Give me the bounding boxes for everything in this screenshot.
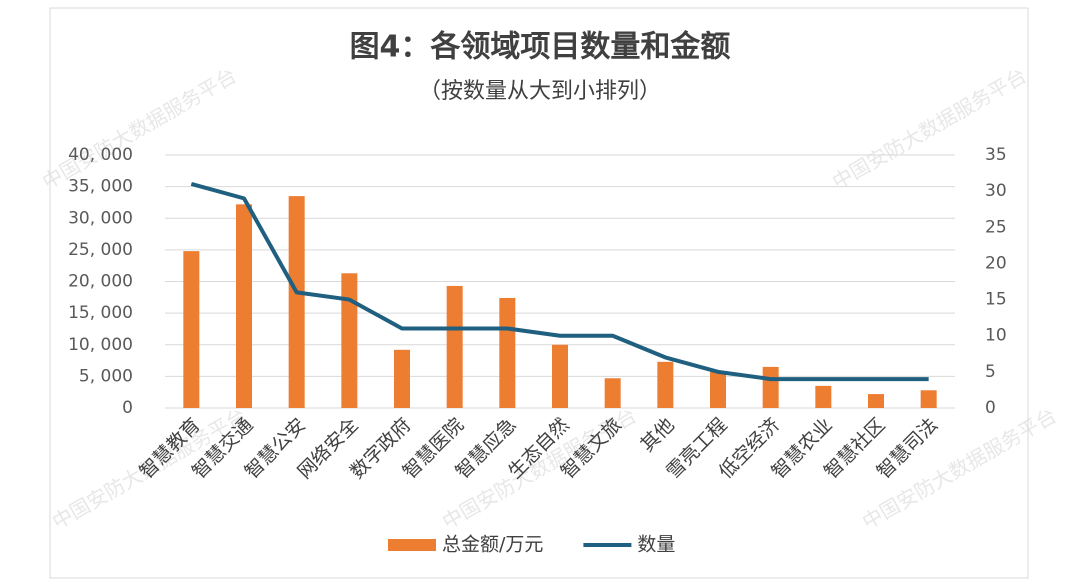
y2-tick-label: 25 [985,217,1007,237]
y2-tick-label: 35 [985,145,1007,165]
y-tick-label: 25, 000 [68,240,133,260]
bar [604,378,621,408]
y-tick-label: 0 [122,398,133,418]
bar [762,366,779,408]
y-tick-label: 30, 000 [68,208,133,228]
bar [815,385,832,408]
legend-swatch [388,539,436,551]
y-tick-label: 5, 000 [79,366,133,386]
chart-title: 图4：各领域项目数量和金额 [350,30,731,65]
bar [710,371,726,408]
y-tick-label: 20, 000 [68,272,133,292]
y2-tick-label: 5 [985,362,996,382]
bar [499,297,516,408]
bar [288,196,305,408]
bar [446,285,463,408]
legend-label: 数量 [637,534,675,556]
line [190,181,929,382]
y2-tick-label: 10 [985,326,1007,346]
bar [236,204,252,408]
y-tick-label: 10, 000 [68,335,133,355]
legend-label: 总金额/万元 [442,534,543,556]
y-tick-label: 40, 000 [68,145,133,165]
bar [657,361,674,408]
y2-tick-label: 15 [985,290,1007,310]
y-tick-label: 35, 000 [68,177,133,197]
bar [341,273,358,408]
bar [920,390,937,408]
bar [552,344,568,408]
y2-tick-label: 0 [985,398,996,418]
y2-tick-label: 30 [985,181,1007,201]
bar [868,394,884,408]
bar [183,251,200,408]
bar [394,349,410,408]
y2-tick-label: 20 [985,253,1007,273]
chart-frame [49,7,1029,579]
chart-subtitle: （按数量从大到小排列） [419,79,661,104]
y-tick-label: 15, 000 [68,303,133,323]
